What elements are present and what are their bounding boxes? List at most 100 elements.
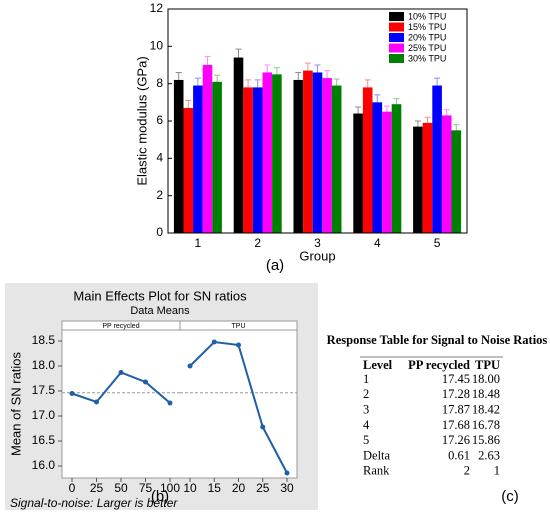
table-title: Response Table for Signal to Noise Ratio… (327, 333, 548, 347)
table-cell: 17.28 (442, 387, 470, 401)
table-cell: 16.78 (472, 418, 500, 432)
bar (252, 87, 263, 234)
table-cell: Rank (363, 464, 390, 478)
error-bar (194, 77, 201, 86)
point (260, 424, 266, 430)
bar (202, 65, 213, 233)
table-header: PP recycled (408, 358, 470, 372)
y-tick-label: 10 (150, 39, 164, 53)
x-tick-label: 25 (256, 481, 270, 495)
x-tick-label: 50 (114, 481, 128, 495)
bar (331, 85, 342, 234)
chart-title: Main Effects Plot for SN ratios (73, 288, 247, 303)
bar (441, 115, 452, 233)
y-tick-label: 12 (150, 1, 164, 15)
error-bar (314, 64, 321, 73)
table-cell: 18.48 (472, 387, 500, 401)
caption: (c) (501, 488, 519, 505)
x-tick-label: 3 (314, 236, 321, 250)
table-cell: 4 (363, 418, 370, 432)
error-bar (235, 48, 242, 58)
table-cell: 17.87 (442, 402, 470, 416)
error-bar (264, 64, 271, 73)
table-cell: 18.42 (472, 402, 500, 416)
bar (262, 72, 273, 233)
error-bar (324, 70, 331, 79)
x-tick-label: 75 (139, 481, 153, 495)
legend-label: 20% TPU (408, 32, 446, 42)
x-tick-label: 0 (69, 481, 76, 495)
y-tick-label: 8 (156, 76, 163, 90)
table-cell: 5 (363, 433, 369, 447)
point (167, 400, 173, 406)
point (69, 391, 75, 396)
bar (432, 85, 442, 234)
x-tick-label: 5 (434, 236, 441, 250)
y-tick-label: 4 (156, 151, 163, 165)
point (236, 342, 241, 348)
error-bar (393, 98, 400, 105)
error-bar (374, 94, 381, 103)
bar (173, 79, 184, 233)
error-bar (175, 71, 182, 80)
bar (312, 72, 323, 233)
bar (353, 113, 363, 233)
y-tick-label: 18.0 (32, 358, 56, 372)
bar (243, 87, 253, 234)
error-bar (245, 79, 252, 88)
table-cell: 17.45 (442, 372, 470, 386)
point (187, 363, 193, 369)
error-bar (434, 77, 441, 86)
y-tick-label: 16.0 (32, 458, 56, 472)
legend-label: 15% TPU (408, 22, 446, 32)
error-bar (185, 99, 192, 108)
x-tick-label: 1 (195, 236, 202, 250)
table-cell: 17.26 (442, 433, 470, 447)
table-cell: 17.68 (442, 418, 470, 432)
x-tick-label: 4 (374, 236, 381, 250)
y-tick-label: 6 (156, 113, 163, 127)
error-bar (453, 124, 460, 131)
bar (193, 85, 203, 234)
y-tick-label: 0 (156, 225, 163, 239)
error-bar (414, 120, 421, 127)
y-tick-label: 16.5 (32, 433, 56, 447)
point (118, 370, 124, 375)
y-tick-label: 17.0 (32, 408, 56, 422)
caption: (b) (151, 488, 169, 505)
plot-area (61, 320, 298, 479)
table-cell: 18.00 (472, 372, 500, 386)
legend-swatch (389, 33, 404, 42)
y-tick-label: 17.5 (32, 383, 56, 397)
error-bar (364, 79, 371, 88)
bar (212, 81, 222, 233)
table-cell: Delta (363, 448, 391, 462)
error-bar (333, 78, 340, 86)
point (94, 399, 99, 405)
error-bar (355, 106, 362, 114)
legend-label: 30% TPU (408, 53, 446, 63)
bar (322, 78, 332, 233)
x-tick-label: 10 (183, 481, 197, 495)
legend-swatch (389, 12, 404, 21)
x-tick-label: 100 (160, 481, 180, 495)
point (284, 470, 290, 476)
bar (391, 104, 402, 233)
bar (413, 126, 423, 233)
table-cell: 2 (363, 387, 369, 401)
point (143, 379, 148, 385)
bar (183, 107, 194, 233)
error-bar (383, 105, 390, 112)
table-cell: 0.61 (448, 448, 470, 462)
point (211, 339, 217, 345)
legend-label: 25% TPU (408, 43, 446, 53)
error-bar (304, 62, 311, 71)
bar (272, 74, 282, 233)
error-bar (204, 56, 211, 65)
bar (422, 122, 433, 233)
table-cell: 2.63 (478, 448, 500, 462)
caption: (a) (266, 257, 284, 274)
plot-frame (167, 8, 468, 234)
